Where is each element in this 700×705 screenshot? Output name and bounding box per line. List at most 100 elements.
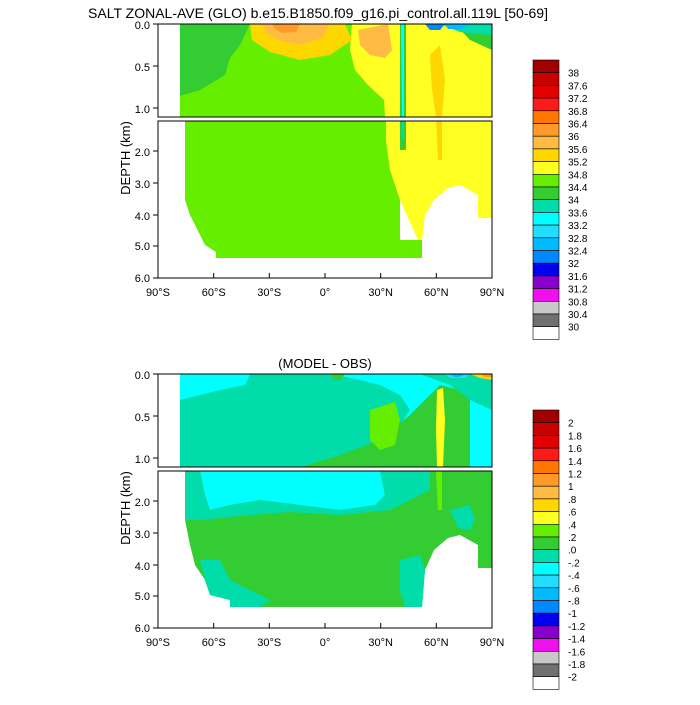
panel2-colorbar-label: -.8 — [568, 597, 580, 608]
panel1-xtick-label: 90°N — [480, 287, 505, 299]
panel2-xtick-label: 90°S — [146, 637, 170, 649]
panel2-colorbar-swatch — [532, 574, 560, 589]
panel2-colorbar-label: -.4 — [568, 571, 580, 582]
panel2-colorbar-swatch — [532, 536, 560, 550]
panel2-xtick-label: 30°S — [257, 637, 281, 649]
panel1-colorbar-label: 30 — [568, 323, 580, 334]
panel2-title: (MODEL - OBS) — [278, 356, 371, 371]
panel1-colorbar-swatch — [532, 110, 560, 124]
panel2-colorbar-swatch — [532, 638, 560, 652]
panel2-colorbar-swatch — [532, 511, 560, 525]
panel1-y-axis-title: DEPTH (km) — [118, 121, 133, 195]
panel2-colorbar-label: 1.6 — [568, 444, 582, 455]
panel2-ytick-label: 5.0 — [135, 591, 150, 603]
panel1-colorbar-swatch — [532, 212, 560, 226]
panel2-colorbar-label: -.2 — [568, 558, 580, 569]
panel1-colorbar-swatch — [532, 97, 560, 112]
panel1-colorbar-swatch — [532, 288, 560, 302]
panel2-ytick-label: 1.0 — [135, 454, 150, 466]
panel1-colorbar-swatch — [532, 250, 560, 264]
panel2-colorbar-swatch — [532, 498, 560, 512]
panel2-ytick-label: 4.0 — [135, 561, 150, 573]
panel1-colorbar-label: 30.4 — [568, 310, 588, 321]
panel1-colorbar-label: 31.2 — [568, 285, 588, 296]
panel2-colorbar-swatch — [532, 650, 560, 665]
panel1-y-axis: 0.0 0.5 1.0 2.0 3.0 4.0 5.0 6.0 — [135, 20, 158, 285]
panel1-colorbar-label: 36 — [568, 132, 580, 143]
panel2-x-axis: 90°S 60°S 30°S 0° 30°N 60°N 90°N — [146, 623, 504, 649]
panel2-colorbar-swatch — [532, 460, 560, 474]
panel2-colorbar-swatch — [532, 663, 560, 677]
panel1-colorbar-label: 33.6 — [568, 208, 588, 219]
panel2-colorbar-swatch — [532, 562, 560, 576]
panel1-xtick-label: 30°N — [368, 287, 393, 299]
panel2-colorbar-label: 1.8 — [568, 431, 582, 442]
panel2-colorbar-swatch — [532, 485, 560, 500]
panel1-colorbar-label: 36.8 — [568, 107, 588, 118]
panel1-ytick-label: 6.0 — [135, 273, 150, 285]
panel1-colorbar-swatch — [532, 59, 560, 73]
panel2-colorbar-label: -1 — [568, 609, 577, 620]
panel1-ytick-label: 1.0 — [135, 104, 150, 116]
panel1-colorbar-label: 35.2 — [568, 158, 588, 169]
panel1-ytick-label: 2.0 — [135, 147, 150, 159]
panel2-colorbar-label: .2 — [568, 533, 577, 544]
panel2-colorbar-label: -2 — [568, 673, 577, 684]
panel2-colorbar-label: -.6 — [568, 584, 580, 595]
panel2-ytick-label: 2.0 — [135, 497, 150, 509]
panel2-colorbar-swatch — [532, 435, 560, 449]
panel1-ytick-label: 4.0 — [135, 211, 150, 223]
panel1-colorbar-swatch — [532, 326, 560, 340]
panel1-colorbar-swatch — [532, 224, 560, 239]
panel1-colorbar-swatch — [532, 237, 560, 251]
panel1-colorbar-label: 34.8 — [568, 170, 588, 181]
panel1-xtick-label: 30°S — [257, 287, 281, 299]
panel2-colorbar-label: 1.4 — [568, 457, 582, 468]
panel2-y-axis: 0.0 0.5 1.0 2.0 3.0 4.0 5.0 6.0 — [135, 370, 158, 635]
panel2-colorbar-swatch — [532, 625, 560, 639]
panel2-colorbar-swatch — [532, 600, 560, 614]
panel2-colorbar-swatch — [532, 422, 560, 436]
panel2-ytick-label: 0.5 — [135, 412, 150, 424]
panel1-xtick-label: 90°S — [146, 287, 170, 299]
panel1-colorbar-label: 38 — [568, 69, 580, 80]
panel1-x-axis: 90°S 60°S 30°S 0° 30°N 60°N 90°N — [146, 273, 504, 299]
panel2-colorbar-label: 1 — [568, 482, 574, 493]
panel1-colorbar-label: 31.6 — [568, 272, 588, 283]
panel2-ytick-label: 0.0 — [135, 370, 150, 382]
panel2-colorbar: 21.81.61.41.21.8.6.4.2.0-.2-.4-.6-.8-1-1… — [532, 409, 586, 690]
panel2-colorbar-swatch — [532, 473, 560, 487]
panel2-colorbar-label: .4 — [568, 520, 577, 531]
panel2-colorbar-label: .6 — [568, 508, 577, 519]
panel2-colorbar-swatch — [532, 549, 560, 563]
panel2-xtick-label: 60°N — [424, 637, 449, 649]
panel2-colorbar-label: -1.6 — [568, 647, 586, 658]
panel2-y-axis-title: DEPTH (km) — [118, 471, 133, 545]
panel1-colorbar-swatch — [532, 300, 560, 315]
panel2-colorbar-label: .0 — [568, 546, 577, 557]
panel1-colorbar-swatch — [532, 199, 560, 213]
panel1-xtick-label: 0° — [320, 287, 331, 299]
panel1-colorbar: 3837.637.236.836.43635.635.234.834.43433… — [532, 59, 588, 340]
panel1-colorbar-label: 34.4 — [568, 183, 588, 194]
panel2-colorbar-label: -1.4 — [568, 635, 586, 646]
panel2-colorbar-swatch — [532, 409, 560, 423]
panel1-colorbar-label: 35.6 — [568, 145, 588, 156]
panel1-colorbar-label: 32 — [568, 259, 580, 270]
panel2-colorbar-label: .8 — [568, 495, 577, 506]
panel1-colorbar-label: 37.2 — [568, 94, 588, 105]
panel1-colorbar-label: 32.8 — [568, 234, 588, 245]
panel1-colorbar-swatch — [532, 186, 560, 200]
panel1-colorbar-label: 33.2 — [568, 221, 588, 232]
panel1-lower-field — [185, 121, 492, 258]
panel2-ytick-label: 6.0 — [135, 623, 150, 635]
panel2-upper-frame — [157, 373, 493, 468]
panel2-colorbar-swatch — [532, 447, 560, 462]
panel1-ytick-label: 3.0 — [135, 179, 150, 191]
panel1-upper-frame — [157, 23, 493, 118]
panel1-ytick-label: 5.0 — [135, 241, 150, 253]
panel1-colorbar-swatch — [532, 275, 560, 289]
panel2-colorbar-swatch — [532, 612, 560, 627]
panel1-colorbar-swatch — [532, 313, 560, 327]
panel1-colorbar-swatch — [532, 148, 560, 162]
